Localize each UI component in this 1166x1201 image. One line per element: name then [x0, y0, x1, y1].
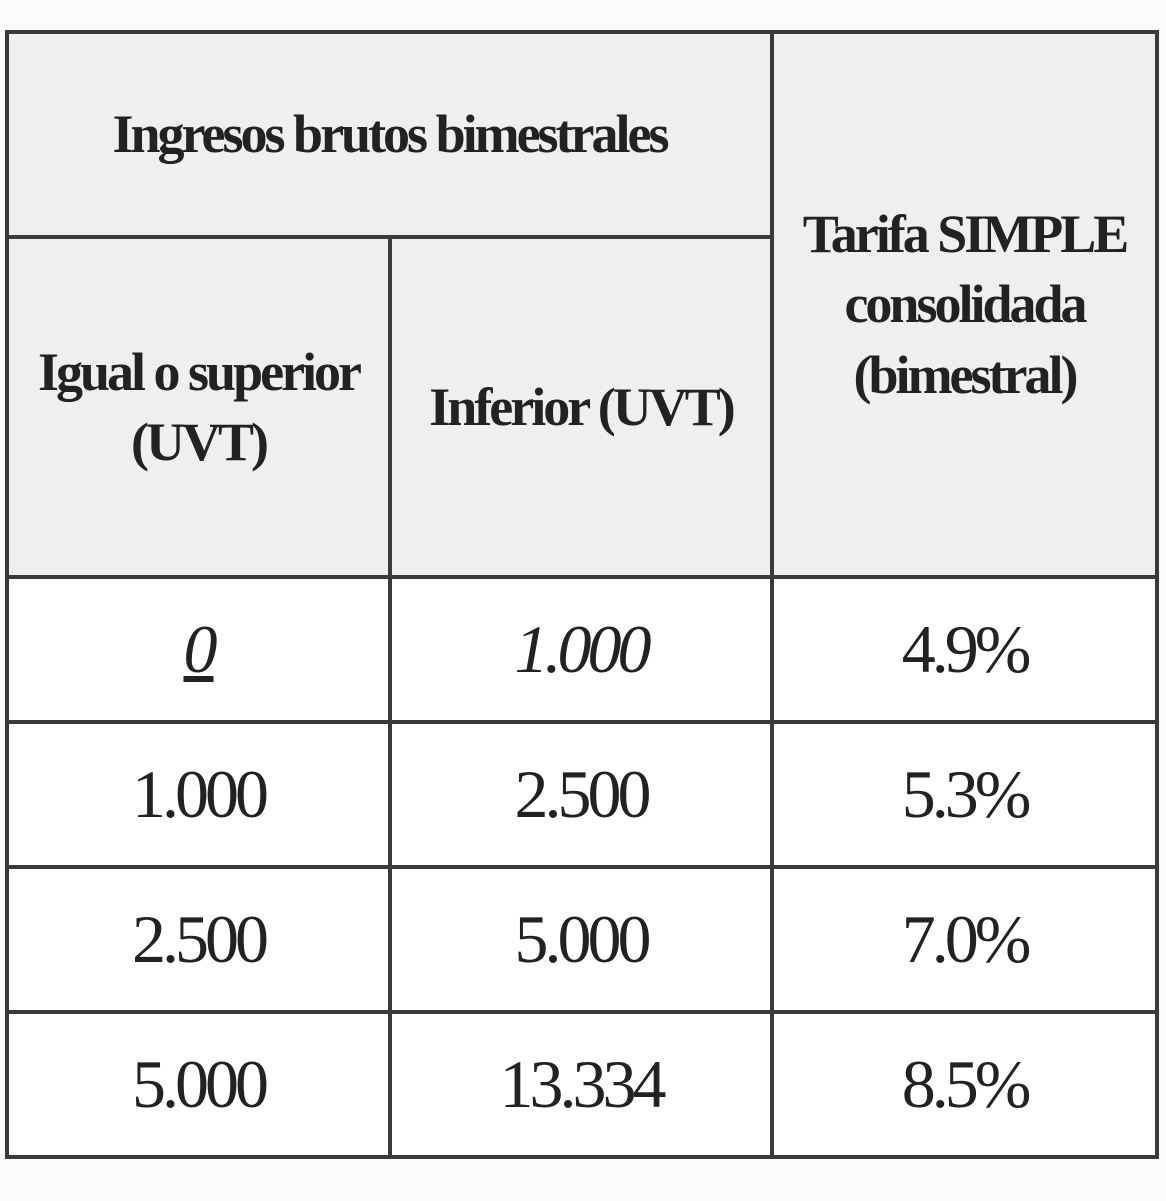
- group-header: Ingresos brutos bimestrales: [4, 30, 775, 239]
- upper-header: Inferior (UVT): [387, 235, 775, 579]
- lower-value: 1.000: [5, 720, 392, 869]
- rate-header: Tarifa SIMPLE consolidada (bimestral): [770, 30, 1160, 579]
- upper-value: 5.000: [387, 865, 775, 1014]
- upper-value: 2.500: [387, 720, 775, 869]
- upper-value: 1.000: [387, 575, 775, 724]
- rate-value: 5.3%: [770, 720, 1160, 869]
- lower-value: 2.500: [5, 865, 392, 1014]
- lower-value: 0: [5, 575, 392, 724]
- data-row: 1.000 2.500 5.3%: [5, 720, 1160, 869]
- rate-value: 7.0%: [770, 865, 1160, 1014]
- table-body: Ingresos brutos bimestrales Tarifa SIMPL…: [4, 30, 1160, 1159]
- header-row: Igual o superior (UVT) Inferior (UVT): [5, 235, 1157, 579]
- header-row: Ingresos brutos bimestrales Tarifa SIMPL…: [4, 30, 1160, 579]
- lower-header: Igual o superior (UVT): [5, 235, 392, 579]
- tax-table: Ingresos brutos bimestrales Tarifa SIMPL…: [4, 30, 1160, 1159]
- data-row: 5.000 13.334 8.5%: [5, 1010, 1160, 1159]
- data-row: 0 1.000 4.9%: [5, 575, 1160, 724]
- lower-value: 5.000: [5, 1010, 392, 1159]
- upper-value: 13.334: [387, 1010, 775, 1159]
- rate-value: 8.5%: [770, 1010, 1160, 1159]
- data-row: 2.500 5.000 7.0%: [5, 865, 1160, 1014]
- rate-value: 4.9%: [770, 575, 1160, 724]
